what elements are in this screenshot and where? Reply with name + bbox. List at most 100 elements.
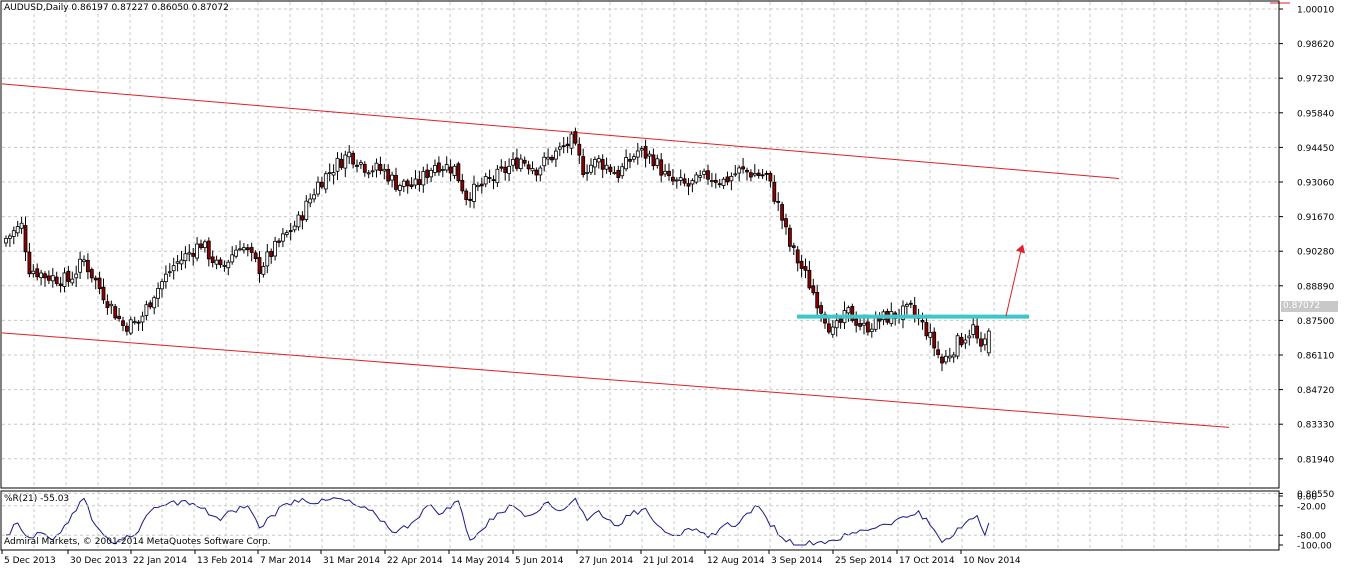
candle-up xyxy=(655,158,660,166)
candle-down xyxy=(319,181,324,188)
candle-up xyxy=(569,133,574,149)
candle-down xyxy=(405,180,410,187)
candle-down xyxy=(456,163,461,182)
candle-down xyxy=(616,169,621,179)
candle-up xyxy=(690,180,695,185)
candle-up xyxy=(444,164,449,171)
time-tick-label: 22 Jan 2014 xyxy=(133,556,187,566)
candle-up xyxy=(214,259,219,265)
candle-down xyxy=(803,266,808,271)
candle-down xyxy=(908,302,913,305)
chart-grid xyxy=(2,2,1279,550)
candle-up xyxy=(230,254,235,263)
candle-up xyxy=(331,172,336,176)
williams-r-axis: 0.00-20.00 -80.00-100.00 xyxy=(1279,493,1332,552)
candle-up xyxy=(971,324,976,335)
candlestick-series xyxy=(4,127,991,372)
candle-up xyxy=(737,167,742,174)
channel-upper-line xyxy=(1,83,1120,180)
time-tick-label: 5 Jun 2014 xyxy=(515,556,564,566)
candle-up xyxy=(507,165,512,174)
time-tick-label: 30 Dec 2013 xyxy=(70,556,128,566)
candle-down xyxy=(565,143,570,147)
candle-down xyxy=(760,174,765,177)
candle-up xyxy=(589,164,593,173)
candle-up xyxy=(335,157,340,172)
candle-down xyxy=(460,180,465,192)
candle-up xyxy=(593,159,597,168)
price-tick-label: 0.94450 xyxy=(1297,144,1334,154)
price-tick-label: 0.93060 xyxy=(1297,179,1334,189)
candle-down xyxy=(351,153,356,165)
candle-down xyxy=(425,169,430,178)
candle-up xyxy=(624,157,628,170)
candle-down xyxy=(362,163,367,173)
candle-down xyxy=(300,215,305,221)
candle-up xyxy=(846,307,851,314)
arrow-head xyxy=(1016,244,1025,254)
candle-down xyxy=(448,166,453,174)
main-pane-frame xyxy=(0,0,1280,489)
candle-up xyxy=(152,297,157,309)
candle-down xyxy=(577,143,582,156)
candle-up xyxy=(343,154,348,169)
candle-up xyxy=(327,172,332,174)
candle-down xyxy=(503,166,508,173)
candle-up xyxy=(261,266,266,275)
time-tick-label: 7 Mar 2014 xyxy=(260,556,312,566)
channel-lower-line xyxy=(1,332,1230,428)
candle-down xyxy=(561,145,566,148)
candle-down xyxy=(979,338,983,347)
candle-up xyxy=(905,304,909,307)
candle-up xyxy=(421,171,426,186)
candle-down xyxy=(717,183,722,186)
candle-down xyxy=(682,178,687,184)
time-axis: 5 Dec 2013 30 Dec 2013 22 Jan 2014 13 Feb 2… xyxy=(1,550,1021,566)
candle-down xyxy=(534,169,539,176)
candle-down xyxy=(858,323,862,327)
candle-up xyxy=(596,158,601,163)
candle-up xyxy=(834,320,839,329)
candle-up xyxy=(542,156,547,167)
candle-up xyxy=(222,264,227,267)
candle-down xyxy=(199,243,203,249)
candle-down xyxy=(210,256,215,263)
candle-up xyxy=(187,252,192,255)
candle-down xyxy=(608,166,613,173)
candle-down xyxy=(206,240,211,260)
candle-up xyxy=(944,355,948,363)
candle-up xyxy=(729,175,734,182)
candle-up xyxy=(901,305,905,320)
williams-r-tick-label: -20.00 xyxy=(1297,502,1326,512)
candle-down xyxy=(920,320,925,323)
time-tick-label: 14 May 2014 xyxy=(451,556,510,566)
candle-up xyxy=(557,146,562,150)
candle-down xyxy=(479,183,484,187)
candle-down xyxy=(97,277,102,290)
candle-down xyxy=(936,349,940,356)
candle-down xyxy=(823,314,827,324)
candle-up xyxy=(983,338,987,346)
candle-down xyxy=(850,306,855,321)
candle-down xyxy=(784,218,788,228)
candle-down xyxy=(339,158,344,168)
candle-up xyxy=(612,172,617,174)
candle-up xyxy=(140,315,145,323)
price-tick-label: 0.86110 xyxy=(1297,352,1334,362)
candle-up xyxy=(452,165,457,176)
chart-frames xyxy=(0,0,1280,551)
williams-r-tick-label: 0.00 xyxy=(1297,493,1317,503)
candle-up xyxy=(183,253,188,262)
candle-down xyxy=(191,253,196,257)
candle-up xyxy=(128,319,133,334)
candle-up xyxy=(171,265,176,272)
candle-up xyxy=(109,303,114,307)
time-tick-label: 27 Jun 2014 xyxy=(579,556,633,566)
candle-up xyxy=(7,235,12,239)
candle-up xyxy=(698,175,703,178)
candle-up xyxy=(530,168,535,172)
price-tick-label: 0.95840 xyxy=(1297,109,1334,119)
candle-up xyxy=(273,240,278,257)
candle-up xyxy=(429,169,434,178)
